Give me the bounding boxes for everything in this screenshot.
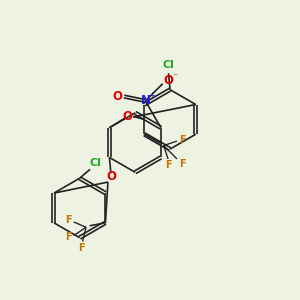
Text: F: F	[179, 135, 186, 145]
Text: Cl: Cl	[89, 158, 101, 168]
Text: O: O	[123, 110, 133, 123]
Text: F: F	[165, 160, 172, 170]
Text: O: O	[112, 90, 122, 103]
Text: +: +	[148, 91, 155, 100]
Text: N: N	[140, 94, 150, 107]
Text: Cl: Cl	[163, 60, 175, 70]
Text: O: O	[164, 74, 174, 87]
Text: F: F	[65, 215, 72, 225]
Text: ⁻: ⁻	[172, 72, 178, 82]
Text: F: F	[180, 159, 186, 169]
Text: F: F	[78, 243, 84, 253]
Text: O: O	[106, 170, 116, 183]
Text: F: F	[65, 232, 72, 242]
